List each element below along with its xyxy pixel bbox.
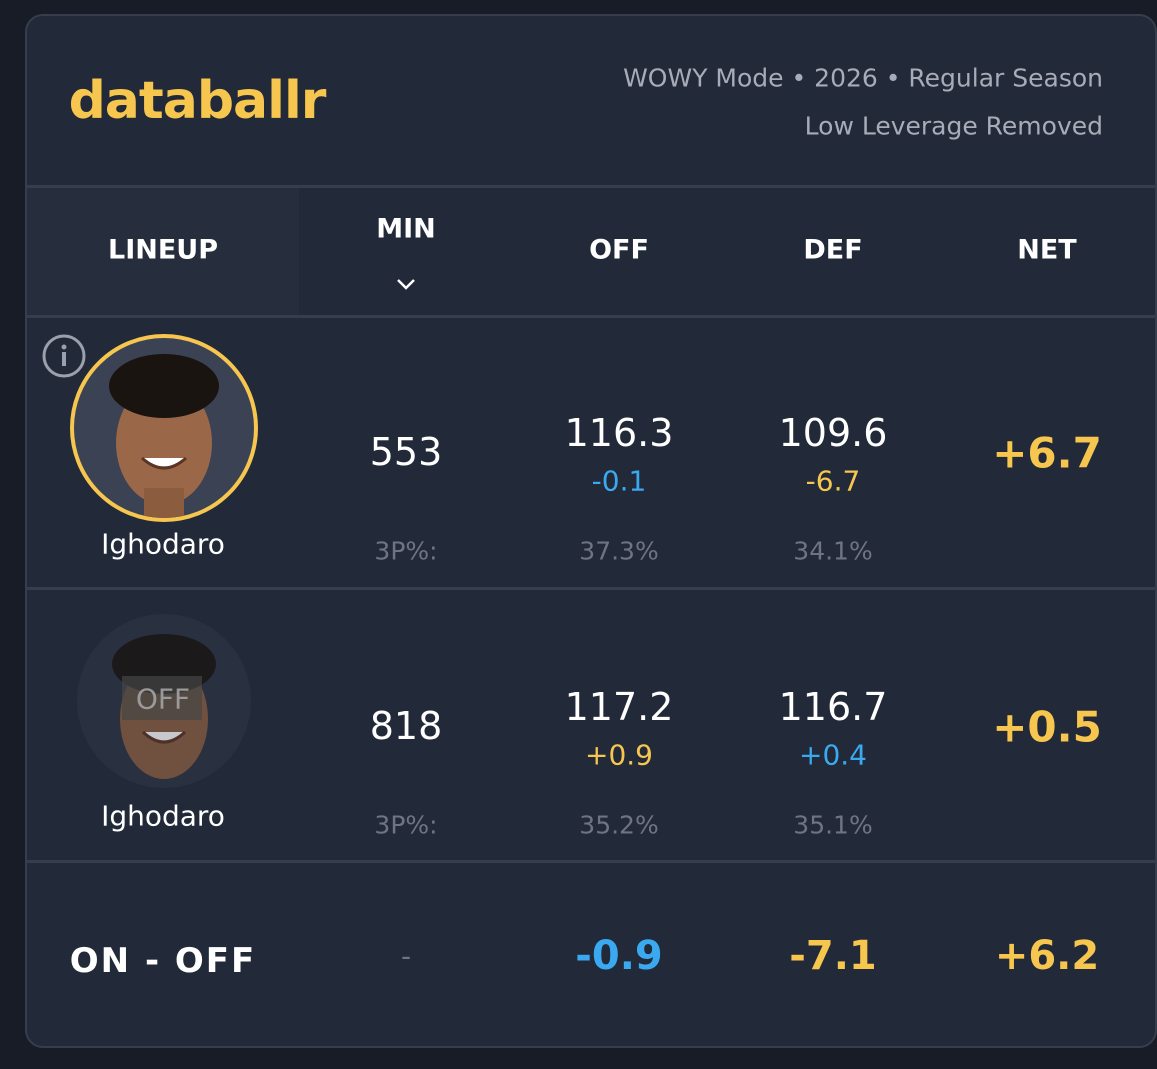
column-header: OFF bbox=[589, 234, 649, 266]
mode-info: WOWY Mode • 2026 • Regular Season bbox=[623, 63, 1103, 93]
net-rating: +6.7 bbox=[992, 428, 1102, 478]
summary-net: +6.2 bbox=[994, 933, 1100, 979]
minutes: 553 bbox=[369, 430, 443, 474]
summary-min: - bbox=[400, 939, 412, 973]
def-3p: 35.1% bbox=[793, 810, 873, 840]
divider bbox=[27, 315, 1155, 318]
def-rating: 116.7 bbox=[778, 685, 888, 729]
off-diff: +0.9 bbox=[585, 738, 653, 772]
divider bbox=[27, 860, 1155, 863]
player-name: Ighodaro bbox=[101, 527, 225, 561]
lineup-header-bg bbox=[27, 188, 299, 316]
column-header: DEF bbox=[803, 234, 863, 266]
stats-card: databallr WOWY Mode • 2026 • Regular Sea… bbox=[25, 14, 1157, 1048]
column-header[interactable]: MIN bbox=[376, 213, 436, 245]
column-header: LINEUP bbox=[107, 234, 219, 266]
leverage-info: Low Leverage Removed bbox=[804, 111, 1103, 141]
logo: databallr bbox=[68, 71, 327, 131]
three-label: 3P%: bbox=[374, 536, 438, 566]
off-diff: -0.1 bbox=[591, 464, 647, 498]
player-name: Ighodaro bbox=[101, 799, 225, 833]
def-diff: -6.7 bbox=[805, 464, 861, 498]
info-icon[interactable] bbox=[41, 333, 87, 379]
summary-off: -0.9 bbox=[575, 933, 663, 979]
def-3p: 34.1% bbox=[793, 536, 873, 566]
off-badge: OFF bbox=[135, 682, 191, 716]
off-rating: 117.2 bbox=[564, 685, 674, 729]
minutes: 818 bbox=[369, 704, 443, 748]
player-photo bbox=[70, 334, 258, 522]
def-rating: 109.6 bbox=[778, 411, 888, 455]
sort-chevron[interactable] bbox=[396, 277, 416, 291]
three-label: 3P%: bbox=[374, 810, 438, 840]
off-rating: 116.3 bbox=[564, 411, 674, 455]
divider bbox=[27, 185, 1155, 188]
off-3p: 35.2% bbox=[579, 810, 659, 840]
net-rating: +0.5 bbox=[992, 702, 1102, 752]
column-header: NET bbox=[1017, 234, 1077, 266]
off-3p: 37.3% bbox=[579, 536, 659, 566]
summary-def: -7.1 bbox=[789, 933, 877, 979]
off-badge-bg bbox=[122, 676, 202, 720]
summary-label: ON - OFF bbox=[69, 941, 257, 981]
def-diff: +0.4 bbox=[799, 738, 867, 772]
divider bbox=[27, 587, 1155, 590]
